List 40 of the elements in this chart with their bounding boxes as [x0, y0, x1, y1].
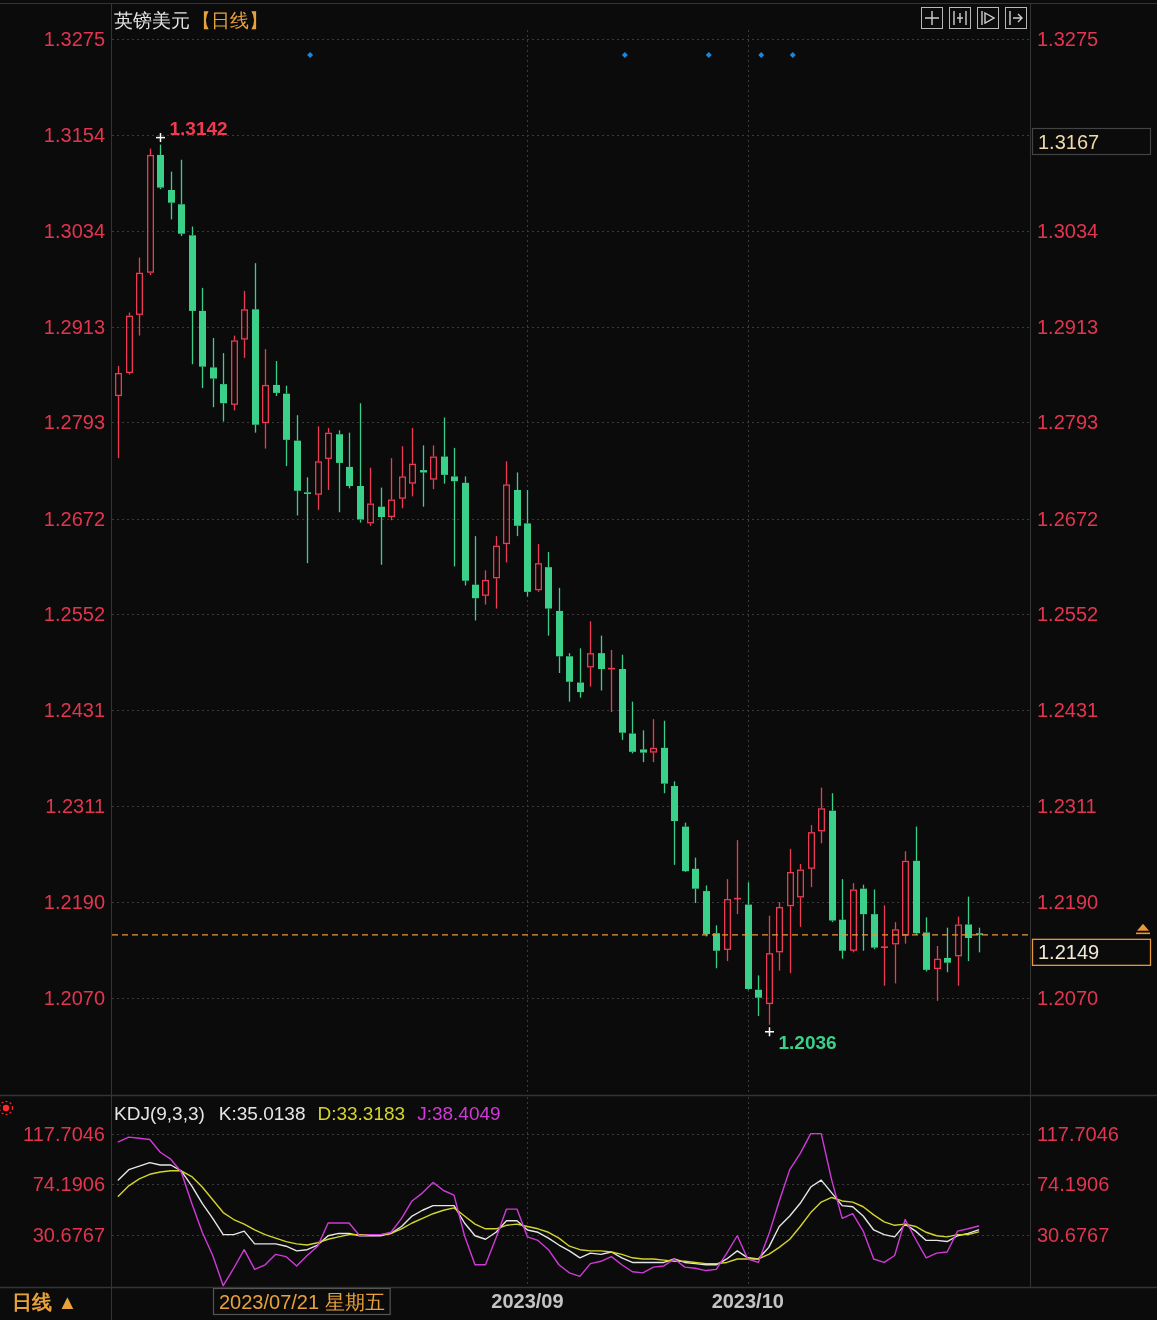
- chart-title: 英镑美元: [114, 9, 190, 31]
- y2-tick-label: 1.3034: [1037, 219, 1099, 242]
- y-tick-label: 1.2311: [45, 794, 105, 817]
- y-tick-label: 30.6767: [32, 1223, 105, 1246]
- annotation: 1.3142: [169, 118, 228, 140]
- y2-tick-label: 1.3275: [1037, 27, 1099, 50]
- legend: K:35.0138 D:33.3183 J:38.4049: [218, 1102, 501, 1124]
- x-tick-label: 2023/10: [711, 1290, 784, 1312]
- y-tick-label: 1.2431: [43, 699, 105, 722]
- chart-subtitle: 【日线】: [192, 9, 268, 31]
- y2-tick-label: 1.2070: [1037, 986, 1099, 1009]
- y-tick-label: 1.2913: [43, 315, 105, 338]
- y2-tick-label: 1.2913: [1037, 315, 1099, 338]
- y2-tick-label: 117.7046: [1037, 1123, 1119, 1146]
- y2-tick-label: 1.2793: [1037, 411, 1099, 434]
- x-tick-label: 2023/09: [491, 1290, 564, 1312]
- y2-tick-label: 30.6767: [1037, 1223, 1110, 1246]
- y2-tick-label: 1.2672: [1037, 507, 1099, 530]
- y2-tick-label: 1.2552: [1037, 603, 1099, 626]
- note: 日线 ▲: [12, 1291, 78, 1313]
- y-tick-label: 1.2552: [43, 603, 105, 626]
- y-tick-label: 1.3275: [43, 27, 105, 50]
- chart-title: KDJ(9,3,3): [114, 1102, 205, 1124]
- y-tick-label: 1.3154: [43, 124, 105, 147]
- y2-tick-label: 1.2311: [1037, 794, 1097, 817]
- ref-line-label: 1.2149: [1031, 938, 1152, 966]
- y-tick-label: 74.1906: [32, 1173, 105, 1196]
- y-tick-label: 1.2070: [43, 986, 105, 1009]
- y-tick-label: 117.7046: [23, 1123, 105, 1146]
- y-tick-label: 1.3034: [43, 219, 105, 242]
- y2-tick-label: 1.2190: [1037, 891, 1099, 914]
- ref-line-label: 1.2149: [1038, 941, 1100, 964]
- y-tick-label: 1.2672: [43, 507, 105, 530]
- y2-tick-label: 1.2431: [1037, 699, 1099, 722]
- y-tick-label: 1.2190: [43, 891, 105, 914]
- annotation: 1.2036: [778, 1032, 837, 1054]
- note: 1.3167: [1031, 127, 1152, 156]
- y2-tick-label: 74.1906: [1037, 1173, 1110, 1196]
- note: 2023/07/21 星期五: [212, 1287, 391, 1316]
- y-tick-label: 1.2793: [43, 411, 105, 434]
